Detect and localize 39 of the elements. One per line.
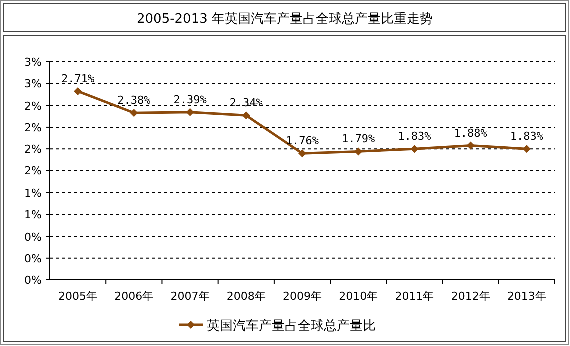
point	[410, 145, 419, 154]
y-tick-label: 0%	[24, 252, 42, 266]
y-tick-label: 0%	[24, 274, 42, 287]
point	[74, 87, 82, 96]
x-tick-label: 2009年	[283, 290, 322, 303]
point	[466, 142, 475, 150]
y-tick-label: 3%	[24, 78, 42, 91]
point	[130, 109, 138, 118]
data-label: 2.71%	[61, 72, 95, 86]
x-tick-label: 2008年	[226, 290, 266, 303]
data-label: 2.39%	[174, 93, 208, 106]
point	[298, 150, 306, 158]
y-tick-label: 2%	[24, 121, 42, 134]
x-tick-label: 2006年	[114, 290, 154, 303]
x-tick-label: 2007年	[170, 290, 210, 303]
point	[522, 145, 531, 154]
point	[354, 148, 363, 156]
point	[242, 112, 250, 120]
data-label: 1.88%	[454, 126, 488, 140]
data-label: 2.38%	[118, 94, 152, 108]
y-tick-label: 2%	[24, 100, 42, 113]
data-label: 1.76%	[286, 134, 320, 148]
y-tick-label: 2%	[24, 143, 42, 156]
legend: 英国汽车产量占全球总产量比	[179, 319, 376, 334]
data-label: 1.83%	[510, 130, 544, 144]
y-tick-label: 1%	[24, 186, 42, 200]
y-tick-label: 2%	[24, 164, 42, 178]
point	[186, 108, 194, 116]
data-label: 1.79%	[342, 132, 376, 146]
x-tick-label: 2005年	[58, 290, 98, 303]
chart-title: 2005-2013 年英国汽车产量占全球总产量比重走势	[137, 12, 433, 27]
y-tick-label: 3%	[24, 56, 42, 69]
data-label: 1.83%	[398, 130, 432, 144]
y-tick-label: 0%	[24, 230, 42, 244]
x-tick-label: 2013年	[507, 290, 546, 303]
x-tick-label: 2012年	[451, 290, 490, 303]
x-tick-label: 2011年	[395, 290, 434, 303]
y-tick-label: 1%	[24, 208, 42, 222]
x-tick-label: 2010年	[339, 290, 378, 303]
